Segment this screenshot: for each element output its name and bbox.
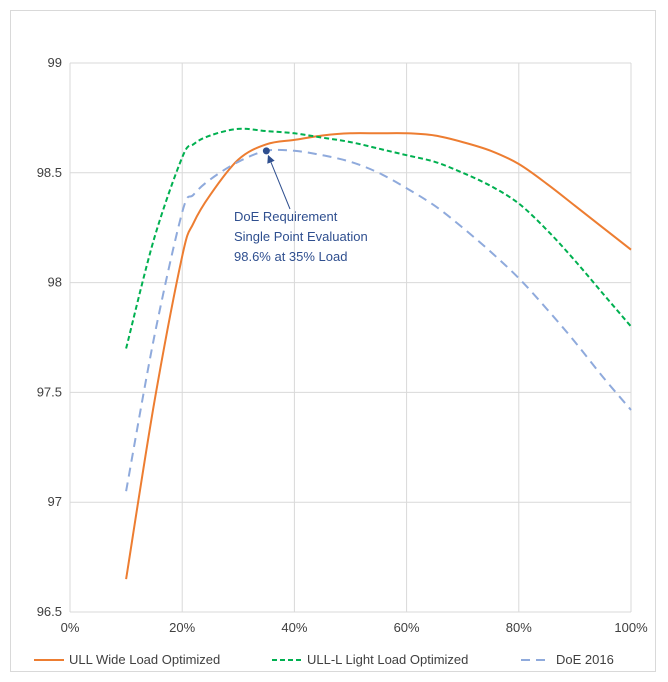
series-line-0 [125, 132, 632, 580]
annotation-text-line: Single Point Evaluation [234, 229, 368, 244]
tick-labels: 96.5 97 97.5 98 98.5 99 0% 20% 40% 60% 80% 100% [37, 55, 648, 635]
annotation-point [262, 147, 270, 155]
series-line-2 [125, 148, 632, 492]
legend: ULL Wide Load Optimized ULL-L Light Load … [34, 652, 614, 667]
grid-lines [69, 62, 632, 613]
series-line-1 [125, 127, 632, 349]
annotation-arrow [267, 154, 291, 210]
legend-label-2: DoE 2016 [556, 652, 614, 667]
annotation-text-line: DoE Requirement [234, 209, 338, 224]
y-tick-label: 99 [48, 55, 62, 70]
y-tick-label: 98 [48, 275, 62, 290]
y-tick-label: 97.5 [37, 384, 62, 399]
x-tick-label: 60% [394, 620, 420, 635]
annotation: DoE Requirement Single Point Evaluation 98… [234, 147, 368, 264]
y-tick-label: 98.5 [37, 165, 62, 180]
chart-frame [10, 10, 656, 672]
x-tick-label: 0% [61, 620, 80, 635]
x-tick-label: 40% [281, 620, 307, 635]
legend-label-0: ULL Wide Load Optimized [69, 652, 220, 667]
x-tick-label: 20% [169, 620, 195, 635]
annotation-text-line: 98.6% at 35% Load [234, 249, 347, 264]
y-tick-label: 96.5 [37, 604, 62, 619]
x-tick-label: 80% [506, 620, 532, 635]
y-tick-label: 97 [48, 494, 62, 509]
legend-label-1: ULL-L Light Load Optimized [307, 652, 468, 667]
x-tick-label: 100% [614, 620, 648, 635]
series-lines [125, 127, 632, 580]
